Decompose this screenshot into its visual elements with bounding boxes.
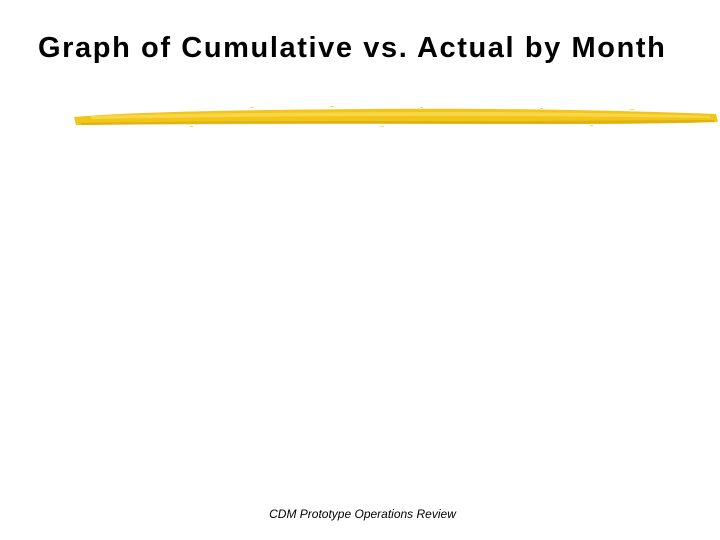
brush-stroke-highlight [90, 112, 710, 119]
slide-title: Graph of Cumulative vs. Actual by Month [38, 32, 667, 64]
brush-stroke-speckles [190, 106, 634, 127]
slide-footer: CDM Prototype Operations Review [269, 507, 456, 521]
brush-stroke-shadow [80, 120, 714, 125]
title-underline-brush-stroke [74, 106, 718, 127]
